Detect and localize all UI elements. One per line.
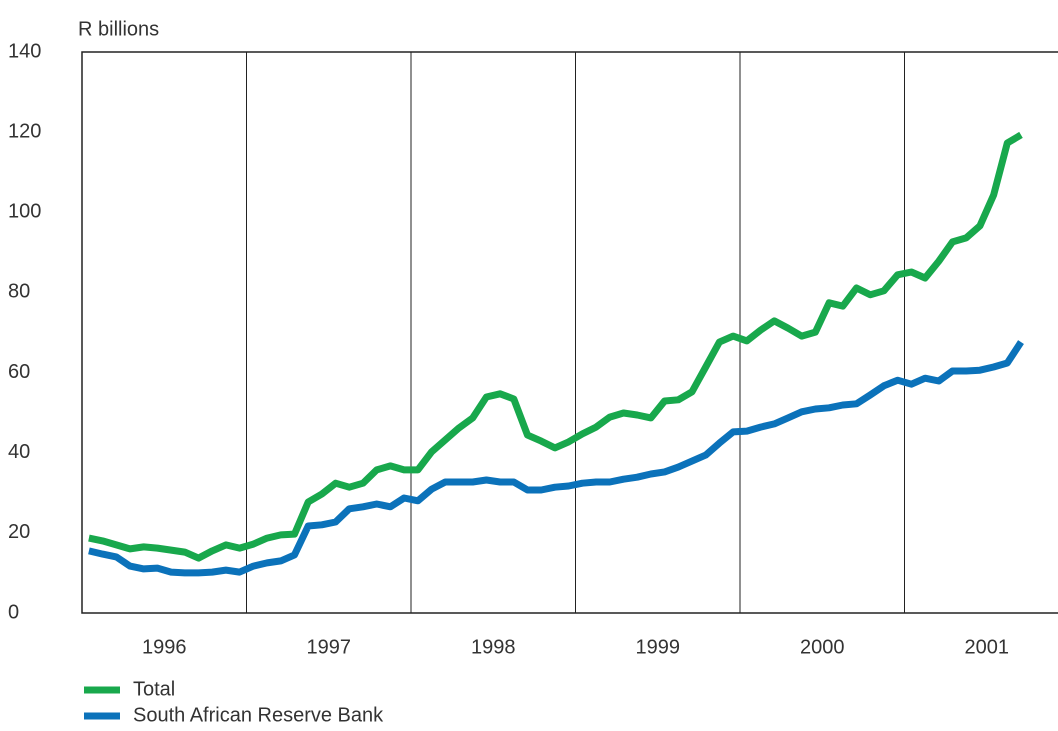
plot-frame	[81, 51, 1058, 614]
x-tick-label: 1996	[142, 636, 187, 658]
series-line	[88, 131, 1023, 562]
y-tick-label: 20	[8, 521, 30, 543]
y-tick-label: 0	[8, 601, 19, 623]
y-tick-label: 40	[8, 441, 30, 463]
x-tick-label: 2000	[800, 636, 845, 658]
y-tick-label: 140	[8, 40, 41, 62]
y-axis-label: R billions	[78, 18, 159, 40]
legend-label: Total	[133, 678, 175, 700]
x-tick-label: 1999	[636, 636, 681, 658]
x-tick-label: 2001	[965, 636, 1010, 658]
y-tick-label: 80	[8, 281, 30, 303]
x-tick-label: 1997	[307, 636, 352, 658]
legend-label: South African Reserve Bank	[133, 704, 384, 726]
y-tick-label: 120	[8, 120, 41, 142]
x-tick-label: 1998	[471, 636, 516, 658]
y-tick-label: 60	[8, 361, 30, 383]
series-line	[88, 340, 1024, 577]
y-tick-label: 100	[8, 201, 41, 223]
